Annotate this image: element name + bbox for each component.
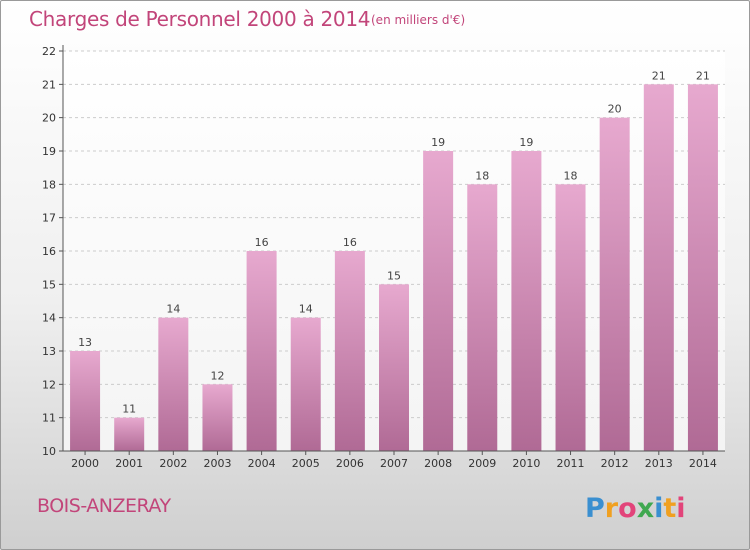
bar bbox=[334, 251, 365, 451]
data-label: 19 bbox=[431, 136, 445, 149]
commune-name: BOIS-ANZERAY bbox=[37, 495, 171, 517]
y-tick-label: 20 bbox=[42, 112, 56, 125]
bar bbox=[114, 417, 145, 451]
data-label: 12 bbox=[210, 369, 224, 382]
bar bbox=[599, 117, 630, 452]
data-label: 21 bbox=[652, 69, 666, 82]
y-tick-label: 19 bbox=[42, 145, 56, 158]
data-label: 21 bbox=[696, 69, 710, 82]
proxiti-logo: Proxiti bbox=[585, 493, 686, 524]
data-label: 18 bbox=[475, 169, 489, 182]
y-tick-label: 22 bbox=[42, 45, 56, 58]
data-label: 16 bbox=[343, 236, 357, 249]
bar bbox=[687, 84, 718, 451]
y-tick-label: 15 bbox=[42, 278, 56, 291]
y-tick-label: 11 bbox=[42, 412, 56, 425]
x-tick-label: 2003 bbox=[203, 457, 231, 470]
x-tick-label: 2011 bbox=[557, 457, 585, 470]
data-label: 16 bbox=[255, 236, 269, 249]
y-tick-label: 16 bbox=[42, 245, 56, 258]
data-label: 15 bbox=[387, 269, 401, 282]
x-tick-label: 2002 bbox=[159, 457, 187, 470]
y-tick-label: 18 bbox=[42, 178, 56, 191]
x-tick-label: 2014 bbox=[689, 457, 717, 470]
y-tick-label: 17 bbox=[42, 212, 56, 225]
bar bbox=[511, 151, 542, 451]
data-label: 18 bbox=[564, 169, 578, 182]
x-tick-label: 2012 bbox=[601, 457, 629, 470]
x-tick-label: 2001 bbox=[115, 457, 143, 470]
bar bbox=[70, 351, 101, 451]
y-tick-label: 12 bbox=[42, 378, 56, 391]
unit-note: (en milliers d'€) bbox=[371, 13, 466, 27]
bar bbox=[158, 317, 189, 451]
bar bbox=[643, 84, 674, 451]
data-label: 20 bbox=[608, 103, 622, 116]
data-label: 13 bbox=[78, 336, 92, 349]
data-label: 19 bbox=[519, 136, 533, 149]
bar bbox=[202, 384, 233, 451]
chart-title: Charges de Personnel 2000 à 2014 bbox=[29, 7, 371, 31]
bar bbox=[467, 184, 498, 452]
x-tick-label: 2009 bbox=[468, 457, 496, 470]
x-tick-label: 2006 bbox=[336, 457, 364, 470]
x-tick-label: 2008 bbox=[424, 457, 452, 470]
data-label: 14 bbox=[166, 303, 180, 316]
y-tick-label: 14 bbox=[42, 312, 56, 325]
bar bbox=[555, 184, 586, 452]
data-label: 14 bbox=[299, 303, 313, 316]
bar bbox=[246, 251, 277, 451]
y-tick-label: 10 bbox=[42, 445, 56, 458]
x-tick-label: 2013 bbox=[645, 457, 673, 470]
x-tick-label: 2007 bbox=[380, 457, 408, 470]
bar bbox=[379, 284, 409, 451]
x-tick-label: 2004 bbox=[248, 457, 276, 470]
x-tick-label: 2005 bbox=[292, 457, 320, 470]
bar bbox=[423, 151, 454, 451]
data-label: 11 bbox=[122, 403, 136, 416]
x-tick-label: 2010 bbox=[512, 457, 540, 470]
svg-text:Proxiti: Proxiti bbox=[585, 493, 686, 524]
bar bbox=[290, 317, 321, 451]
x-tick-label: 2000 bbox=[71, 457, 99, 470]
y-tick-label: 13 bbox=[42, 345, 56, 358]
y-tick-label: 21 bbox=[42, 78, 56, 91]
